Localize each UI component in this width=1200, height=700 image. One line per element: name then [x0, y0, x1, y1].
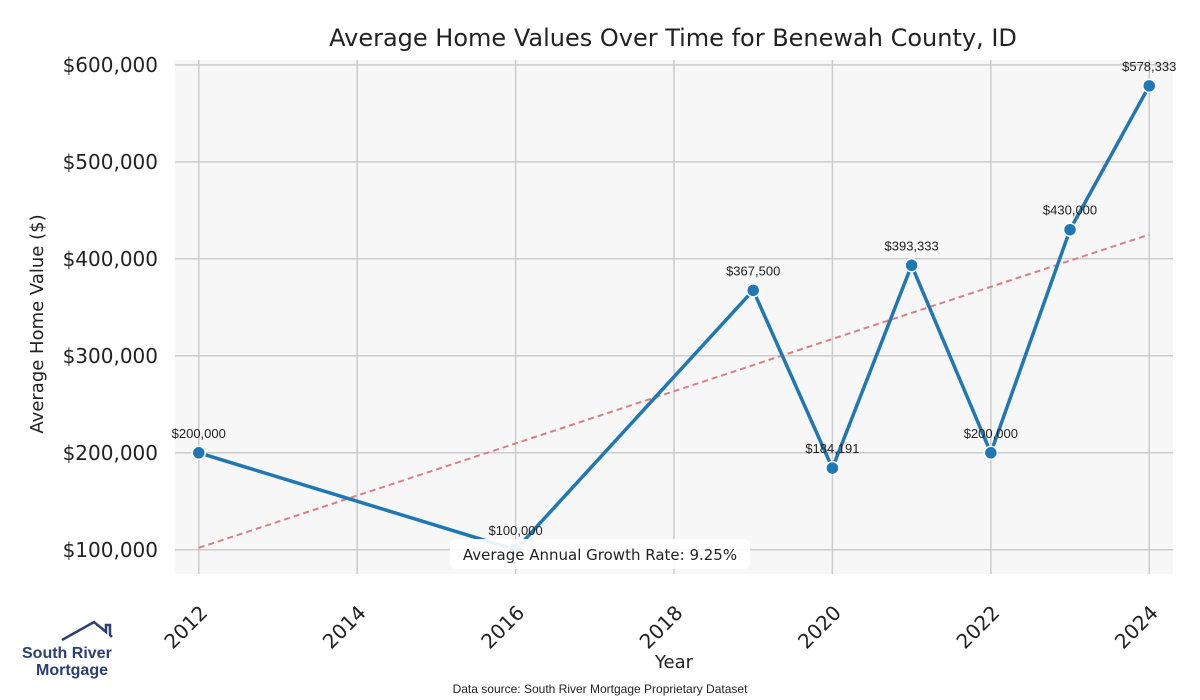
- data-label: $100,000: [488, 523, 542, 538]
- data-label: $393,333: [885, 238, 939, 253]
- x-tick-label: 2024: [1110, 601, 1163, 654]
- y-tick-label: $100,000: [63, 538, 158, 562]
- x-tick-label: 2014: [318, 601, 371, 654]
- series-line: [198, 85, 1151, 552]
- y-axis-label: Average Home Value ($): [27, 214, 48, 433]
- y-tick-labels: $100,000 $200,000 $300,000 $400,000 $500,000…: [63, 53, 158, 562]
- growth-rate-box: [450, 539, 750, 569]
- data-point: [1141, 78, 1157, 94]
- data-label: $200,000: [964, 426, 1018, 441]
- x-tick-label: 2016: [476, 601, 529, 654]
- logo: South River Mortgage: [22, 620, 113, 679]
- x-axis-label: Year: [654, 652, 694, 673]
- data-label: $200,000: [172, 426, 226, 441]
- growth-rate-text: Average Annual Growth Rate: 9.25%: [463, 546, 737, 564]
- y-tick-label: $600,000: [63, 53, 158, 77]
- chart-title: Average Home Values Over Time for Benewa…: [329, 24, 1017, 52]
- data-label: $184,191: [805, 441, 859, 456]
- data-point: [1062, 222, 1078, 237]
- growth-rate-annotation: Average Annual Growth Rate: 9.25%: [450, 539, 750, 569]
- data-point: [904, 258, 919, 273]
- y-tick-label: $400,000: [63, 247, 158, 271]
- x-tick-labels: 2012 2014 2016 2018 2020 2022 2024: [159, 601, 1162, 654]
- x-tick-label: 2018: [635, 601, 688, 654]
- data-source-note: Data source: South River Mortgage Propri…: [453, 682, 748, 696]
- logo-line-2: Mortgage: [36, 662, 108, 679]
- x-tick-label: 2020: [793, 601, 846, 654]
- data-label: $367,500: [726, 263, 780, 278]
- data-label: $578,333: [1122, 59, 1176, 74]
- data-labels: $200,000 $100,000 $367,500 $184,191 $393,333…: [172, 59, 1177, 538]
- y-tick-label: $200,000: [63, 441, 158, 465]
- data-point: [191, 445, 207, 461]
- data-point: [983, 445, 999, 461]
- y-tick-label: $500,000: [63, 150, 158, 174]
- y-tick-label: $300,000: [63, 344, 158, 368]
- grid: [175, 60, 1173, 574]
- logo-line-1: South River: [22, 645, 112, 662]
- x-tick-label: 2012: [159, 601, 212, 654]
- data-label: $430,000: [1043, 203, 1097, 218]
- data-point: [825, 460, 840, 476]
- house-roof-icon: [61, 620, 113, 642]
- trend-line: [198, 233, 1150, 549]
- data-point: [745, 283, 761, 298]
- x-tick-label: 2022: [951, 601, 1004, 654]
